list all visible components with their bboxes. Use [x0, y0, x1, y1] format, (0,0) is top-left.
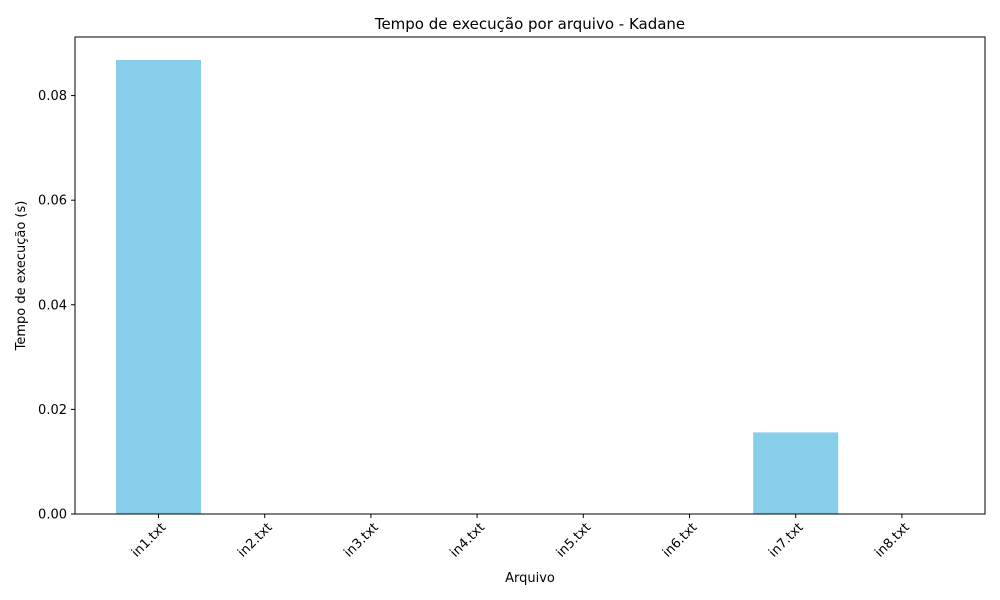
y-axis-label: Tempo de execução (s)	[14, 201, 29, 352]
y-tick-label: 0.00	[38, 508, 67, 523]
x-tick-label: in6.txt	[660, 520, 700, 560]
y-tick-label: 0.04	[38, 298, 67, 313]
x-tick-label: in7.txt	[766, 520, 806, 560]
bar-in7-txt	[753, 432, 839, 514]
plot-frame	[74, 36, 986, 515]
y-tick-label: 0.06	[38, 194, 67, 209]
x-tick-label: in2.txt	[235, 520, 275, 560]
x-tick-label: in4.txt	[448, 520, 488, 560]
x-axis-label: Arquivo	[505, 571, 555, 586]
x-axis-ticks: in1.txt in2.txt in3.txt in4.txt in5.txt in6.t…	[129, 514, 913, 561]
y-tick-label: 0.08	[38, 89, 67, 104]
chart-title: Tempo de execução por arquivo - Kadane	[374, 15, 685, 33]
y-axis-ticks: 0.00 0.02 0.04 0.06 0.08	[38, 89, 75, 523]
bars-group	[116, 60, 839, 515]
bar-in1-txt	[116, 60, 201, 515]
x-tick-label: in1.txt	[129, 520, 169, 560]
y-tick-label: 0.02	[38, 403, 67, 418]
x-tick-label: in5.txt	[554, 520, 594, 560]
x-tick-label: in3.txt	[341, 520, 381, 560]
x-tick-label: in8.txt	[872, 520, 912, 560]
